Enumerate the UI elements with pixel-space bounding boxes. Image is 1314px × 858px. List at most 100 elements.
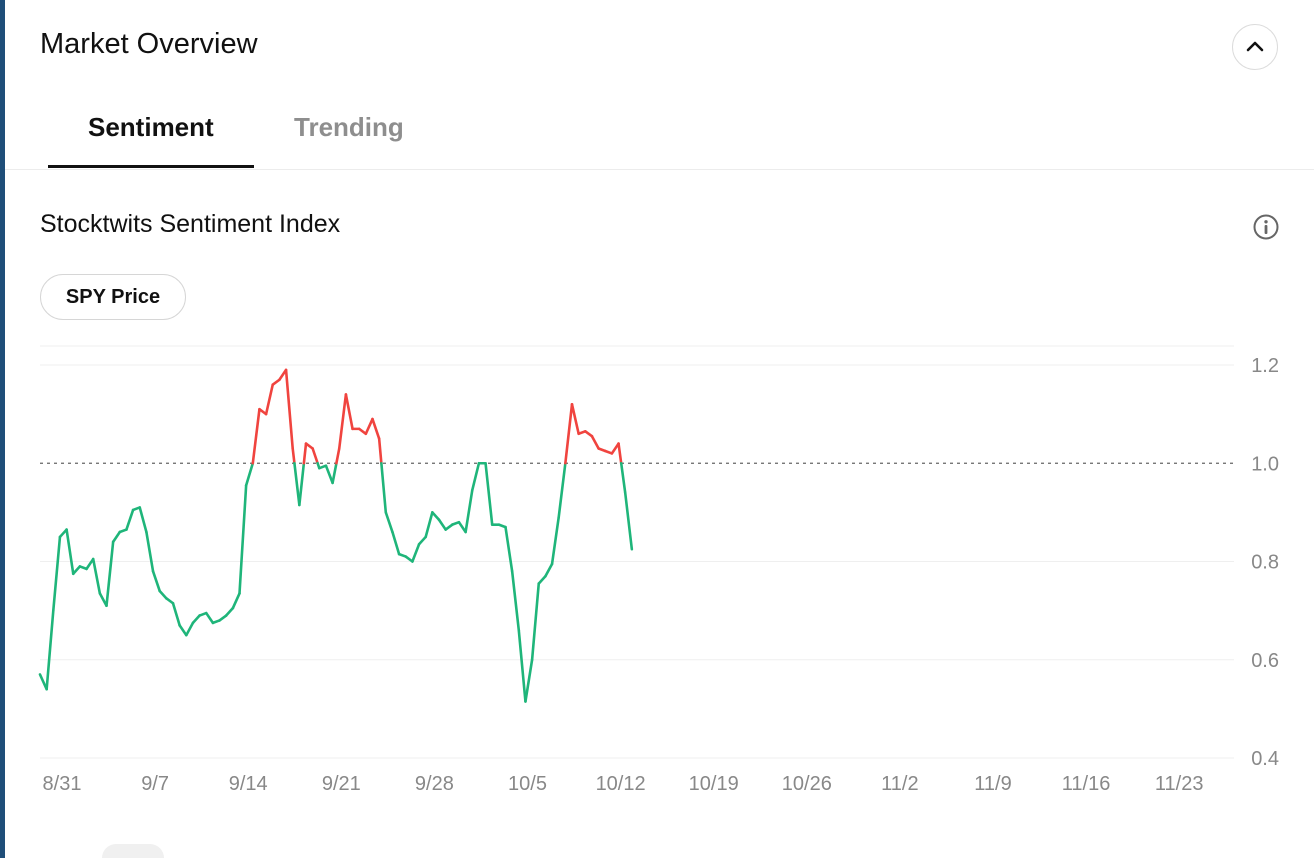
series-segment — [91, 557, 102, 595]
y-tick-label: 0.4 — [1251, 748, 1279, 770]
series-segment — [411, 543, 421, 563]
tabs-divider — [5, 169, 1314, 170]
series-segment — [105, 540, 115, 608]
series-segment — [324, 464, 334, 485]
series-segment — [224, 606, 235, 617]
series-segment — [125, 508, 135, 531]
series-segment — [218, 614, 228, 622]
chart-grid — [40, 345, 1234, 759]
x-tick-label: 11/9 — [974, 773, 1011, 795]
series-segment — [530, 582, 541, 662]
x-tick-label: 8/31 — [43, 773, 82, 795]
series-segment — [51, 535, 62, 612]
active-tab-indicator — [48, 165, 254, 168]
series-segment — [71, 565, 82, 576]
tab-trending[interactable]: Trending — [294, 112, 404, 142]
series-segment — [264, 383, 275, 416]
tab-bar: Sentiment Trending — [48, 100, 1314, 168]
series-segment — [291, 447, 296, 465]
series-segment — [391, 530, 401, 556]
series-segment — [271, 378, 281, 386]
series-segment — [424, 511, 434, 539]
x-tick-label: 11/16 — [1062, 773, 1111, 795]
series-segment — [151, 570, 161, 593]
y-tick-label: 1.0 — [1251, 453, 1279, 475]
series-segment — [404, 555, 414, 563]
x-tick-label: 10/5 — [508, 773, 547, 795]
series-segment — [510, 570, 521, 632]
y-axis-ticks: 1.2 1.0 0.8 0.6 0.4 — [1251, 355, 1279, 770]
series-segment — [337, 393, 348, 450]
series-segment — [158, 589, 168, 600]
series-segment — [65, 528, 75, 576]
x-tick-label: 11/23 — [1155, 773, 1204, 795]
series-segment — [284, 368, 295, 450]
series-segment — [357, 427, 368, 436]
chart-title: Stocktwits Sentiment Index — [40, 210, 341, 238]
y-tick-label: 0.6 — [1251, 650, 1279, 672]
series-segment — [384, 511, 394, 534]
series-segment — [111, 530, 122, 544]
range-selector-active-chip[interactable] — [102, 844, 164, 858]
series-segment — [178, 624, 188, 637]
series-segment — [544, 562, 554, 578]
x-tick-label: 10/19 — [689, 773, 739, 795]
series-segment — [244, 461, 255, 487]
series-segment — [311, 447, 319, 465]
series-segment — [191, 614, 201, 625]
x-tick-label: 9/21 — [322, 773, 361, 795]
series-segment — [380, 461, 388, 514]
series-segment — [171, 601, 181, 627]
tab-sentiment[interactable]: Sentiment — [88, 112, 214, 142]
series-segment — [302, 442, 308, 465]
series-segment — [619, 461, 627, 495]
series-segment — [517, 628, 527, 703]
collapse-button[interactable] — [1232, 24, 1278, 70]
series-segment — [417, 535, 428, 546]
series-segment — [504, 525, 514, 573]
series-segment — [570, 402, 580, 436]
x-tick-label: 11/2 — [881, 773, 918, 795]
series-segment — [437, 518, 447, 531]
series-segment — [165, 597, 175, 605]
series-segment — [617, 442, 623, 465]
x-tick-label: 9/28 — [415, 773, 454, 795]
series-segment — [564, 402, 574, 465]
series-segment — [38, 673, 48, 691]
series-segment — [590, 434, 600, 450]
series-segment — [251, 407, 261, 465]
range-selector — [40, 844, 360, 858]
page-title: Market Overview — [40, 28, 258, 60]
x-tick-label: 9/7 — [141, 773, 169, 795]
series-segment — [298, 461, 306, 507]
left-edge-accent — [0, 0, 5, 858]
series-segment — [204, 611, 215, 625]
series-segment — [377, 437, 383, 465]
y-tick-label: 1.2 — [1251, 355, 1279, 377]
x-tick-label: 10/12 — [596, 773, 646, 795]
series-segment — [464, 488, 474, 534]
series-segment — [145, 530, 155, 573]
series-segment — [583, 430, 594, 438]
series-segment — [45, 609, 55, 691]
spy-price-toggle[interactable]: SPY Price — [40, 274, 186, 320]
series-segment — [238, 484, 248, 595]
series-segment — [344, 393, 354, 431]
x-axis-ticks: 8/31 9/7 9/14 9/21 9/28 10/5 10/12 10/19 10/26 11… — [43, 773, 1204, 795]
x-tick-label: 9/14 — [229, 773, 268, 795]
series-segment — [444, 523, 454, 531]
series-segment — [335, 447, 341, 465]
series-segment — [293, 461, 301, 507]
series-segment — [623, 491, 634, 551]
sentiment-series — [38, 368, 634, 703]
series-segment — [484, 461, 494, 526]
series-segment — [364, 417, 374, 436]
series-segment — [431, 511, 441, 522]
info-icon[interactable] — [1252, 213, 1280, 241]
series-segment — [85, 557, 95, 571]
series-segment — [557, 461, 567, 519]
chevron-up-icon — [1246, 41, 1264, 52]
series-segment — [550, 515, 561, 566]
series-segment — [524, 658, 534, 703]
